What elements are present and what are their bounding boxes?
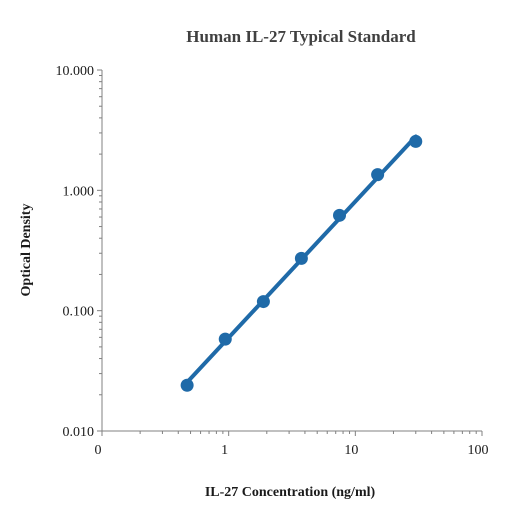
data-points	[180, 134, 423, 392]
x-tick-label: 10	[344, 443, 358, 458]
y-axis-label: Optical Density	[19, 204, 34, 297]
data-point	[218, 332, 232, 346]
x-tick-label: 0	[95, 443, 102, 458]
tick-labels: 0.010 0.100 1.000 10.000 0 1 10 100	[56, 64, 489, 458]
data-point	[180, 378, 194, 392]
ticks	[97, 69, 483, 436]
data-point	[409, 134, 423, 148]
data-point	[294, 251, 308, 265]
data-point	[371, 168, 385, 182]
x-tick-label: 100	[468, 443, 489, 458]
axes	[101, 70, 482, 432]
y-tick-label: 1.000	[63, 184, 95, 199]
x-tick-label: 1	[221, 443, 228, 458]
x-axis-label: IL-27 Concentration (ng/ml)	[205, 485, 376, 500]
data-point	[333, 208, 347, 222]
y-tick-label: 10.000	[56, 64, 95, 79]
y-tick-label: 0.010	[63, 425, 95, 440]
data-point	[256, 295, 270, 309]
chart-title: Human IL-27 Typical Standard	[186, 27, 416, 46]
y-tick-label: 0.100	[63, 305, 95, 320]
